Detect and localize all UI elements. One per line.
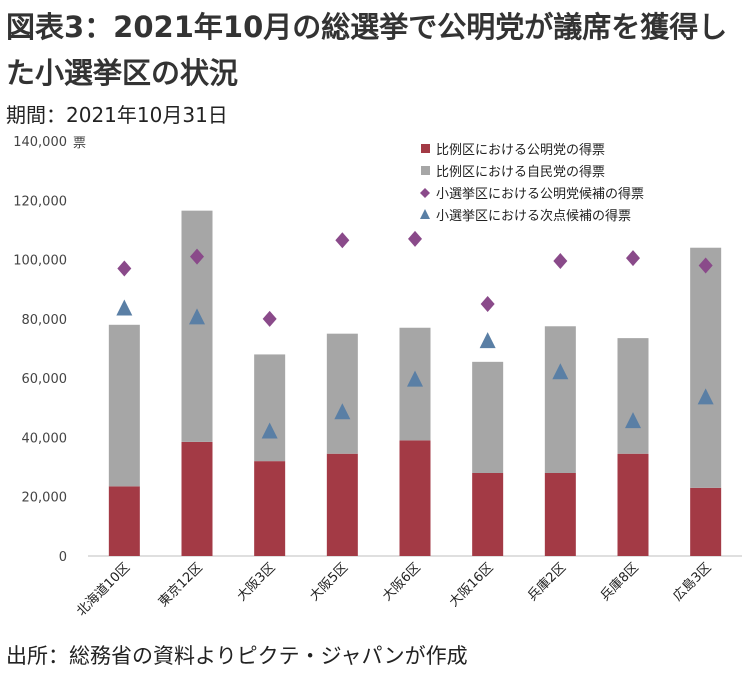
- y-tick-label: 20,000: [22, 491, 68, 506]
- bar-segment-ldp: [108, 324, 140, 487]
- chart-title: 図表3：2021年10月の総選挙で公明党が議席を獲得した小選挙区の状況: [6, 10, 728, 90]
- bar-segment-komeito: [690, 487, 722, 556]
- x-tick-label: 大阪5区: [307, 560, 351, 604]
- legend-diamond-icon: [420, 188, 430, 198]
- y-tick-label: 120,000: [13, 194, 67, 209]
- legend-label: 比例区における自民党の得票: [436, 164, 605, 180]
- diamond-marker: [262, 310, 277, 327]
- diamond-marker: [553, 253, 568, 270]
- y-tick-label: 0: [59, 550, 67, 565]
- bar-segment-ldp: [254, 354, 286, 462]
- markers-group: [116, 230, 714, 439]
- bars-group: [108, 210, 722, 556]
- bar-segment-komeito: [108, 486, 140, 556]
- diamond-marker: [190, 248, 204, 265]
- x-tick-label: 大阪16区: [447, 560, 497, 610]
- bar-segment-komeito: [399, 440, 431, 556]
- x-tick-label: 東京12区: [155, 560, 206, 611]
- diamond-marker: [626, 250, 640, 267]
- triangle-marker: [552, 363, 569, 380]
- bar-segment-ldp: [690, 247, 722, 488]
- diamond-marker: [480, 296, 495, 313]
- diamond-marker: [335, 232, 350, 249]
- bar-segment-ldp: [544, 326, 576, 473]
- legend-triangle-icon: [420, 209, 430, 219]
- x-tick-label: 大阪6区: [380, 560, 424, 604]
- triangle-marker: [189, 308, 205, 325]
- bar-segment-komeito: [326, 453, 358, 556]
- diamond-marker: [698, 257, 713, 274]
- triangle-marker: [334, 403, 351, 420]
- bar-segment-komeito: [181, 441, 213, 556]
- y-unit-label: 票: [73, 136, 86, 151]
- triangle-marker: [479, 332, 496, 349]
- bar-segment-ldp: [617, 338, 649, 454]
- y-tick-label: 60,000: [22, 372, 68, 387]
- legend-swatch: [421, 144, 430, 153]
- y-tick-label: 140,000: [13, 135, 67, 150]
- bar-segment-ldp: [326, 333, 358, 454]
- y-axis: 0 20,000 40,000 60,000 80,000 100,000 120,000 1…: [13, 135, 67, 565]
- bar-segment-komeito: [472, 473, 504, 556]
- y-tick-label: 40,000: [22, 431, 68, 446]
- diamond-marker: [117, 260, 132, 277]
- legend-label: 比例区における公明党の得票: [436, 142, 605, 158]
- y-tick-label: 100,000: [13, 254, 67, 269]
- x-tick-label: 北海道10区: [74, 560, 133, 619]
- triangle-marker: [625, 412, 641, 429]
- triangle-marker: [407, 370, 423, 387]
- bar-segment-komeito: [617, 453, 649, 556]
- bar-segment-ldp: [181, 210, 213, 442]
- bar-segment-komeito: [254, 461, 286, 556]
- x-tick-label: 広島3区: [670, 560, 714, 604]
- x-tick-label: 大阪3区: [234, 560, 278, 604]
- source-note: 出所：総務省の資料よりピクテ・ジャパンが作成: [6, 644, 468, 668]
- bar-segment-komeito: [544, 473, 576, 556]
- x-axis-labels: 北海道10区 東京12区 大阪3区 大阪5区 大阪6区 大阪16区 兵庫2区 兵庫8区 広島3区: [74, 560, 714, 620]
- x-tick-label: 兵庫2区: [525, 560, 569, 604]
- legend-swatch: [421, 166, 430, 175]
- triangle-marker: [261, 422, 278, 439]
- bar-segment-ldp: [472, 361, 504, 473]
- triangle-marker: [116, 299, 133, 316]
- legend-label: 小選挙区における公明党候補の得票: [436, 186, 644, 202]
- legend: 比例区における公明党の得票比例区における自民党の得票小選挙区における公明党候補の…: [420, 142, 644, 224]
- y-tick-label: 80,000: [22, 313, 68, 328]
- legend-label: 小選挙区における次点候補の得票: [436, 208, 631, 224]
- period-label: 期間：2021年10月31日: [6, 103, 228, 127]
- x-tick-label: 兵庫8区: [598, 560, 642, 604]
- triangle-marker: [697, 388, 714, 405]
- diamond-marker: [408, 230, 422, 247]
